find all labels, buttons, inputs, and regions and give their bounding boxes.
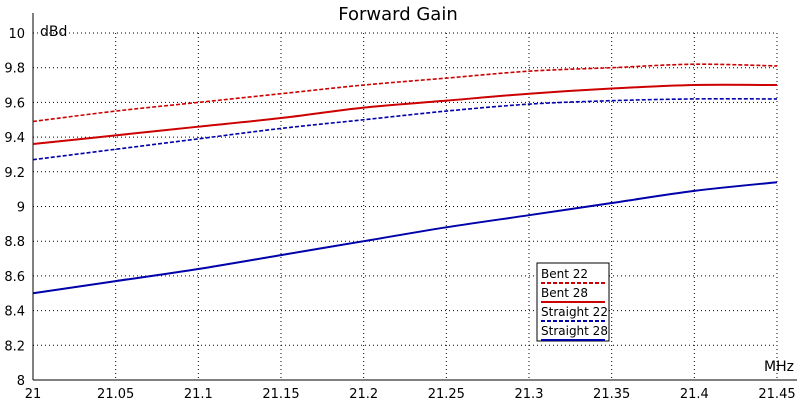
y-axis-unit: dBd — [40, 24, 67, 40]
y-tick-label: 9.8 — [4, 62, 25, 77]
legend-label-bent-22: Bent 22 — [541, 267, 588, 281]
x-tick-label: 21 — [25, 387, 42, 400]
tick-labels: 21 21.05 21.1 21.15 21.2 21.25 21.3 21.35 21.4 21… — [4, 27, 795, 400]
y-tick-label: 9.2 — [4, 166, 25, 181]
x-tick-label: 21.25 — [428, 387, 465, 400]
y-tick-label: 8.6 — [4, 270, 25, 285]
x-tick-label: 21.3 — [515, 387, 544, 400]
series-lines — [32, 63, 778, 295]
y-tick-label: 10 — [8, 27, 25, 42]
y-tick-label: 9 — [17, 201, 25, 216]
series-line-bent-28 — [32, 83, 778, 146]
x-axis-unit: MHz — [764, 359, 794, 375]
x-tick-label: 21.1 — [184, 387, 213, 400]
grid — [32, 32, 778, 381]
axes — [32, 13, 797, 381]
legend-label-straight-28: Straight 28 — [541, 324, 608, 338]
x-tick-label: 21.35 — [593, 387, 630, 400]
chart-title: Forward Gain — [338, 4, 458, 25]
legend-label-straight-22: Straight 22 — [541, 305, 608, 319]
x-tick-label: 21.2 — [349, 387, 378, 400]
series-line-bent-22 — [32, 63, 778, 123]
y-tick-label: 8 — [17, 374, 25, 389]
legend-label-bent-28: Bent 28 — [541, 286, 588, 300]
y-tick-label: 9.4 — [4, 131, 25, 146]
y-tick-label: 9.6 — [4, 96, 25, 111]
series-line-straight-22 — [32, 98, 778, 161]
x-tick-label: 21.05 — [97, 387, 134, 400]
y-tick-label: 8.2 — [4, 339, 25, 354]
y-tick-label: 8.8 — [4, 235, 25, 250]
legend: Bent 22 Bent 28 Straight 22 Straight 28 — [536, 262, 610, 342]
x-tick-label: 21.15 — [262, 387, 299, 400]
series-line-straight-28 — [32, 181, 778, 295]
x-tick-label: 21.45 — [758, 387, 795, 400]
y-tick-label: 8.4 — [4, 305, 25, 320]
x-tick-label: 21.4 — [680, 387, 709, 400]
